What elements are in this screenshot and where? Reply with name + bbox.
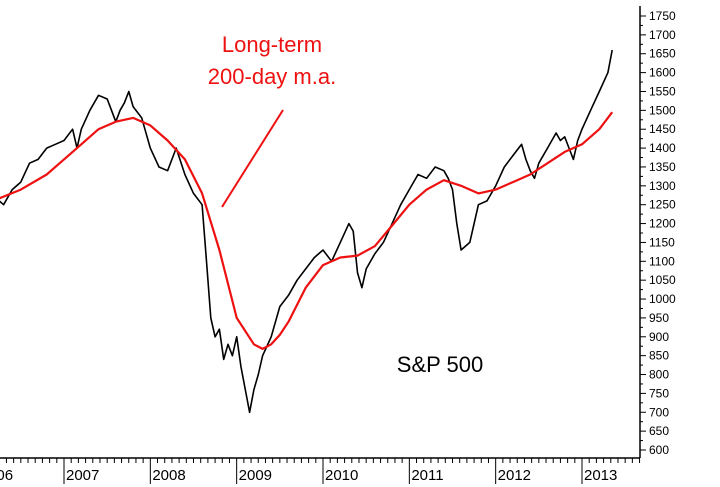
annotation-ma-line2: 200-day m.a.	[208, 64, 336, 89]
y-tick-label: 1550	[649, 84, 676, 98]
x-tick-label: 2010	[325, 467, 358, 484]
y-tick-label: 750	[649, 386, 669, 400]
x-tick-label: 2006	[0, 467, 13, 484]
y-tick-label: 1050	[649, 273, 676, 287]
y-tick-label: 950	[649, 311, 669, 325]
y-tick-label: 1100	[649, 254, 675, 268]
series-label-sp500: S&P 500	[397, 352, 483, 377]
annotation-pointer-line	[221, 109, 284, 208]
y-tick-label: 650	[649, 424, 669, 438]
y-tick-label: 1250	[649, 198, 676, 212]
y-tick-label: 800	[649, 368, 669, 382]
y-tick-label: 1500	[649, 103, 676, 117]
axes: 600 650 700 750 800 850 900 950 1000 1050 1100 1150…	[0, 6, 676, 484]
sp500-line	[0, 49, 613, 414]
moving-average-line	[0, 111, 614, 350]
x-tick-label: 2008	[152, 467, 185, 484]
y-tick-label: 1650	[649, 47, 676, 61]
annotations: Long-term 200-day m.a. S&P 500	[208, 32, 483, 377]
y-tick-label: 900	[649, 330, 669, 344]
y-tick-label: 1750	[649, 9, 676, 23]
y-tick-label: 600	[649, 443, 669, 457]
y-tick-label: 1450	[649, 122, 676, 136]
y-tick-label: 1400	[649, 141, 676, 155]
y-tick-label: 1200	[649, 217, 676, 231]
x-tick-label: 2011	[411, 467, 443, 484]
annotation-ma-line1: Long-term	[222, 32, 322, 57]
y-tick-label: 1350	[649, 160, 676, 174]
x-tick-label: 2009	[239, 467, 272, 484]
x-tick-label: 2013	[584, 467, 617, 484]
y-tick-label: 1600	[649, 66, 676, 80]
y-tick-label: 850	[649, 349, 669, 363]
y-tick-label: 700	[649, 405, 669, 419]
y-tick-label: 1300	[649, 179, 676, 193]
y-tick-label: 1150	[649, 235, 675, 249]
y-tick-label: 1000	[649, 292, 676, 306]
x-tick-label: 2007	[66, 467, 99, 484]
y-tick-label: 1700	[649, 28, 676, 42]
series-group	[0, 49, 614, 414]
x-tick-label: 2012	[498, 467, 531, 484]
